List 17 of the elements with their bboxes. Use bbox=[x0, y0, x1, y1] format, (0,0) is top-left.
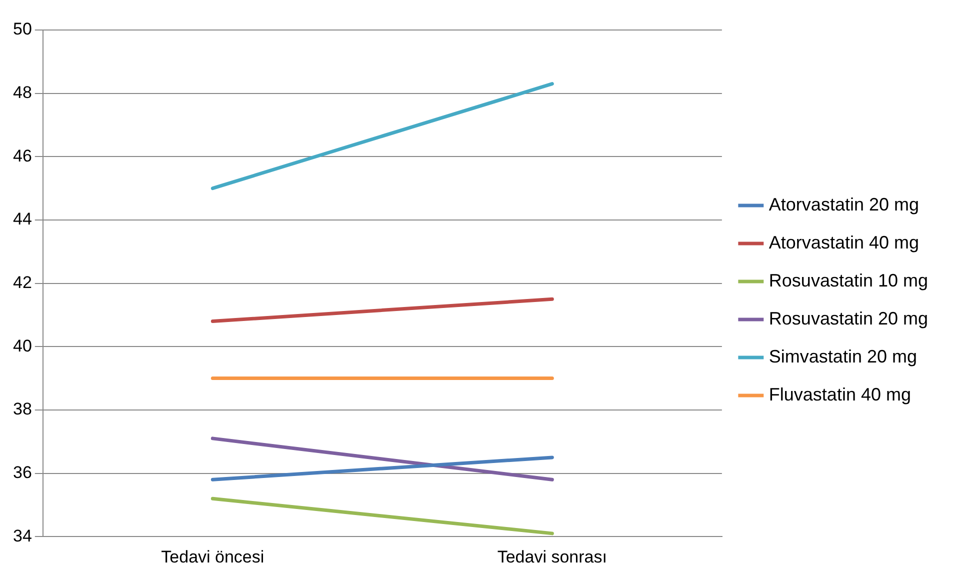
y-tick-label: 38 bbox=[12, 400, 32, 419]
legend-label: Simvastatin 20 mg bbox=[768, 346, 917, 366]
y-tick-label: 36 bbox=[12, 462, 32, 482]
x-tick-label: Tedavi sonrası bbox=[497, 547, 607, 566]
y-tick-label: 46 bbox=[12, 146, 32, 166]
x-tick-label: Tedavi öncesi bbox=[161, 547, 264, 566]
legend-label: Rosuvastatin 10 mg bbox=[768, 270, 928, 290]
legend-label: Atorvastatin 40 mg bbox=[768, 232, 919, 252]
y-tick-label: 40 bbox=[12, 336, 32, 356]
legend-label: Fluvastatin 40 mg bbox=[768, 384, 911, 404]
legend-label: Atorvastatin 20 mg bbox=[768, 194, 919, 214]
y-tick-label: 48 bbox=[12, 83, 32, 102]
y-tick-label: 44 bbox=[12, 210, 32, 229]
legend-label: Rosuvastatin 20 mg bbox=[768, 308, 928, 328]
y-tick-label: 34 bbox=[12, 526, 32, 546]
y-tick-label: 42 bbox=[12, 272, 32, 292]
y-tick-label: 50 bbox=[12, 20, 32, 39]
